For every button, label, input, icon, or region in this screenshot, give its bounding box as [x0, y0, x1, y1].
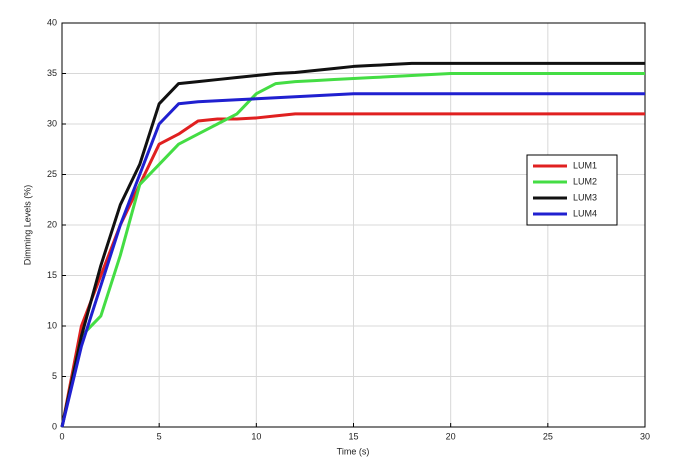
y-tick-label: 20	[47, 219, 57, 229]
series-line	[60, 72, 645, 428]
legend-label: LUM3	[573, 192, 597, 202]
x-tick-label: 0	[59, 431, 64, 441]
x-axis-label: Time (s)	[337, 446, 370, 456]
y-tick-label: 10	[47, 320, 57, 330]
series-line	[60, 61, 645, 428]
series-line	[60, 92, 645, 428]
y-tick-label: 5	[52, 371, 57, 381]
x-tick-label: 30	[640, 431, 650, 441]
y-tick-label: 40	[47, 17, 57, 27]
y-tick-label: 30	[47, 118, 57, 128]
legend-label: LUM2	[573, 176, 597, 186]
y-tick-label: 0	[52, 421, 57, 431]
y-tick-label: 15	[47, 270, 57, 280]
series-line	[60, 112, 645, 428]
legend-label: LUM1	[573, 160, 597, 170]
legend-label: LUM4	[573, 208, 597, 218]
x-tick-label: 20	[446, 431, 456, 441]
x-tick-label: 10	[251, 431, 261, 441]
y-tick-label: 35	[47, 68, 57, 78]
y-axis-label: Dimming Levels (%)	[22, 185, 32, 266]
x-tick-label: 25	[543, 431, 553, 441]
x-tick-label: 5	[157, 431, 162, 441]
y-tick-label: 25	[47, 169, 57, 179]
plot-frame	[61, 22, 646, 428]
x-tick-label: 15	[348, 431, 358, 441]
